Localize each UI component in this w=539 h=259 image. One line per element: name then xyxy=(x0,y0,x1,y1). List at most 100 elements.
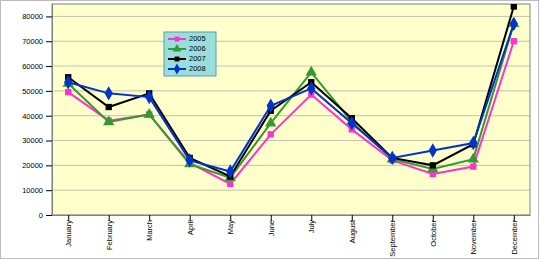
chart: 0 10000 20000 30000 40000 50000 60000 70000 8000… xyxy=(0,0,539,259)
y-tick: 30000 xyxy=(22,136,52,145)
y-tick-label: 40000 xyxy=(22,112,43,121)
marker xyxy=(226,164,234,178)
marker xyxy=(145,90,153,104)
legend-entry: 2008 xyxy=(168,63,206,74)
x-tick-label: May xyxy=(226,220,235,234)
marker xyxy=(306,66,317,76)
legend-entry: 2007 xyxy=(168,54,206,63)
y-tick-mark xyxy=(46,141,52,142)
marker xyxy=(348,116,356,130)
x-tick: November xyxy=(469,215,478,255)
marker xyxy=(510,17,518,31)
y-tick-label: 20000 xyxy=(22,161,43,170)
x-tick-label: November xyxy=(469,220,478,255)
legend: 2005200620072008 xyxy=(164,32,216,76)
y-tick-mark xyxy=(46,190,52,191)
x-tick-label: August xyxy=(348,219,357,243)
grid-line xyxy=(52,140,530,141)
x-tick: May xyxy=(226,215,235,234)
x-tick: October xyxy=(429,215,438,247)
marker xyxy=(144,108,155,118)
marker xyxy=(268,131,274,137)
marker xyxy=(103,115,114,125)
marker xyxy=(267,99,275,113)
grid-line xyxy=(52,66,530,67)
x-tick: August xyxy=(348,215,357,243)
y-tick-label: 0 xyxy=(39,211,43,220)
grid xyxy=(52,16,530,215)
marker xyxy=(64,75,72,89)
y-tick-mark xyxy=(46,41,52,42)
x-tick: April xyxy=(186,215,195,235)
x-tick-label: February xyxy=(105,220,114,250)
legend-marker xyxy=(174,63,180,74)
marker xyxy=(227,181,233,187)
chart-background xyxy=(1,1,539,259)
marker xyxy=(388,151,396,165)
series-markers xyxy=(65,4,517,180)
marker xyxy=(470,163,476,169)
series-line xyxy=(68,24,514,172)
series-group xyxy=(63,4,520,187)
series-line xyxy=(68,6,514,176)
y-tick: 10000 xyxy=(22,186,52,195)
y-tick-mark xyxy=(46,91,52,92)
y-axis: 0 10000 20000 30000 40000 50000 60000 70000 8000… xyxy=(22,5,52,220)
marker xyxy=(430,162,436,168)
x-tick: September xyxy=(388,215,397,257)
marker xyxy=(468,153,479,163)
legend-entry: 2006 xyxy=(168,44,206,53)
legend-label: 2007 xyxy=(189,54,206,63)
x-tick: March xyxy=(145,215,154,241)
y-tick-label: 70000 xyxy=(22,37,43,46)
y-tick: 80000 xyxy=(22,12,52,21)
y-tick-label: 50000 xyxy=(22,87,43,96)
x-tick-label: July xyxy=(307,220,316,234)
y-axis-line xyxy=(52,5,53,216)
marker xyxy=(511,38,517,44)
x-tick-label: March xyxy=(145,220,154,241)
y-tick: 60000 xyxy=(22,62,52,71)
marker xyxy=(105,86,113,100)
x-axis-line xyxy=(53,215,531,216)
legend-label: 2005 xyxy=(189,34,206,43)
y-tick: 50000 xyxy=(22,87,52,96)
legend-label: 2006 xyxy=(189,44,206,53)
marker xyxy=(429,143,437,157)
grid-line xyxy=(52,215,530,216)
marker xyxy=(106,104,112,110)
series-markers xyxy=(64,17,518,179)
legend-marker xyxy=(175,57,180,62)
grid-line xyxy=(52,190,530,191)
x-tick: February xyxy=(105,215,114,250)
grid-line xyxy=(52,16,530,17)
y-tick-label: 30000 xyxy=(22,136,43,145)
x-tick-label: December xyxy=(510,220,519,255)
x-tick-label: April xyxy=(186,220,195,235)
y-tick-label: 80000 xyxy=(22,12,43,21)
marker xyxy=(186,153,194,167)
x-tick: July xyxy=(307,215,316,233)
y-tick-mark xyxy=(46,16,52,17)
y-tick: 20000 xyxy=(22,161,52,170)
marker xyxy=(511,4,517,10)
grid-line xyxy=(52,165,530,166)
grid-line xyxy=(52,41,530,42)
y-tick: 40000 xyxy=(22,112,52,121)
x-tick: June xyxy=(267,215,276,236)
grid-line xyxy=(52,90,530,91)
x-axis: January February March April May June July Augu… xyxy=(53,215,531,257)
legend-box xyxy=(164,32,216,76)
y-tick-label: 10000 xyxy=(22,186,43,195)
y-tick-mark xyxy=(46,215,52,216)
y-tick-label: 60000 xyxy=(22,62,43,71)
marker xyxy=(469,136,477,150)
legend-entry: 2005 xyxy=(168,34,206,43)
y-tick-mark xyxy=(46,66,52,67)
x-tick: January xyxy=(64,215,73,247)
series-line xyxy=(68,24,514,178)
marker xyxy=(65,89,71,95)
plot-area xyxy=(52,4,530,215)
y-tick: 70000 xyxy=(22,37,52,46)
x-tick-label: October xyxy=(429,220,438,247)
